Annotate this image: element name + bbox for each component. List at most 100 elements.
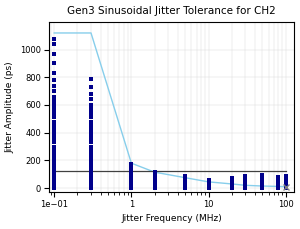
Point (88, 176, 93, 180)
Point (88, 98, 93, 101)
Point (206, 186, 211, 190)
Point (129, 179, 134, 183)
Point (243, 186, 248, 190)
Point (229, 180, 234, 184)
Point (52, 84, 57, 87)
Point (88, 172, 93, 176)
Point (52, 145, 57, 148)
Point (183, 181, 188, 184)
Point (88, 155, 93, 159)
Point (283, 176, 288, 180)
Point (88, 128, 93, 132)
Point (183, 186, 188, 190)
Point (52, 166, 57, 169)
Point (206, 184, 211, 188)
Point (52, 141, 57, 144)
Point (129, 169, 134, 173)
Point (52, 52, 57, 56)
Point (88, 152, 93, 155)
Point (88, 162, 93, 166)
Point (52, 172, 57, 176)
Point (52, 152, 57, 155)
Point (243, 184, 248, 188)
Point (88, 124, 93, 128)
Point (229, 178, 234, 182)
Point (52, 78, 57, 82)
Point (88, 116, 93, 119)
Point (260, 175, 265, 179)
Point (88, 145, 93, 148)
Point (129, 166, 134, 169)
Point (88, 92, 93, 96)
Point (52, 112, 57, 115)
Point (129, 172, 134, 176)
Point (52, 103, 57, 107)
Point (152, 174, 157, 177)
Point (52, 179, 57, 183)
Point (283, 178, 288, 182)
Point (260, 182, 265, 186)
Point (88, 132, 93, 136)
Point (52, 124, 57, 128)
Point (88, 141, 93, 144)
Point (52, 169, 57, 173)
Point (183, 176, 188, 180)
Point (88, 158, 93, 162)
Point (183, 178, 188, 182)
Point (283, 180, 288, 184)
Point (52, 120, 57, 123)
Point (52, 89, 57, 93)
Point (206, 180, 211, 184)
Point (183, 183, 188, 187)
Point (243, 174, 248, 177)
Point (183, 174, 188, 177)
Point (283, 182, 288, 186)
Point (229, 184, 234, 188)
Point (52, 162, 57, 166)
Point (52, 62, 57, 65)
Point (229, 186, 234, 190)
Point (283, 184, 288, 188)
Point (243, 178, 248, 182)
Point (52, 116, 57, 119)
Point (52, 95, 57, 98)
Point (260, 173, 265, 177)
Point (276, 182, 280, 186)
Point (206, 179, 211, 182)
Point (129, 162, 134, 166)
Point (52, 158, 57, 162)
Point (276, 179, 280, 183)
Y-axis label: Jitter Amplitude (ps): Jitter Amplitude (ps) (6, 61, 15, 153)
Point (52, 42, 57, 46)
Point (152, 170, 157, 174)
Point (88, 107, 93, 111)
Point (88, 179, 93, 183)
Point (243, 182, 248, 186)
Point (283, 174, 288, 177)
Point (276, 184, 280, 188)
Point (243, 176, 248, 180)
Point (276, 175, 280, 179)
Point (52, 183, 57, 186)
Point (260, 177, 265, 181)
Point (88, 186, 93, 190)
Point (260, 186, 265, 190)
Point (52, 107, 57, 111)
Point (276, 177, 280, 181)
Point (260, 180, 265, 184)
Point (52, 136, 57, 140)
Point (52, 128, 57, 132)
Point (52, 132, 57, 136)
Point (88, 77, 93, 81)
Point (88, 85, 93, 89)
Point (152, 182, 157, 186)
Title: Gen3 Sinusoidal Jitter Tolerance for CH2: Gen3 Sinusoidal Jitter Tolerance for CH2 (67, 5, 276, 16)
Point (88, 148, 93, 152)
Point (152, 186, 157, 190)
Point (260, 184, 265, 188)
Point (88, 169, 93, 173)
X-axis label: Jitter Frequency (MHz): Jitter Frequency (MHz) (121, 214, 222, 224)
Point (88, 120, 93, 123)
Point (52, 99, 57, 103)
Point (243, 180, 248, 184)
